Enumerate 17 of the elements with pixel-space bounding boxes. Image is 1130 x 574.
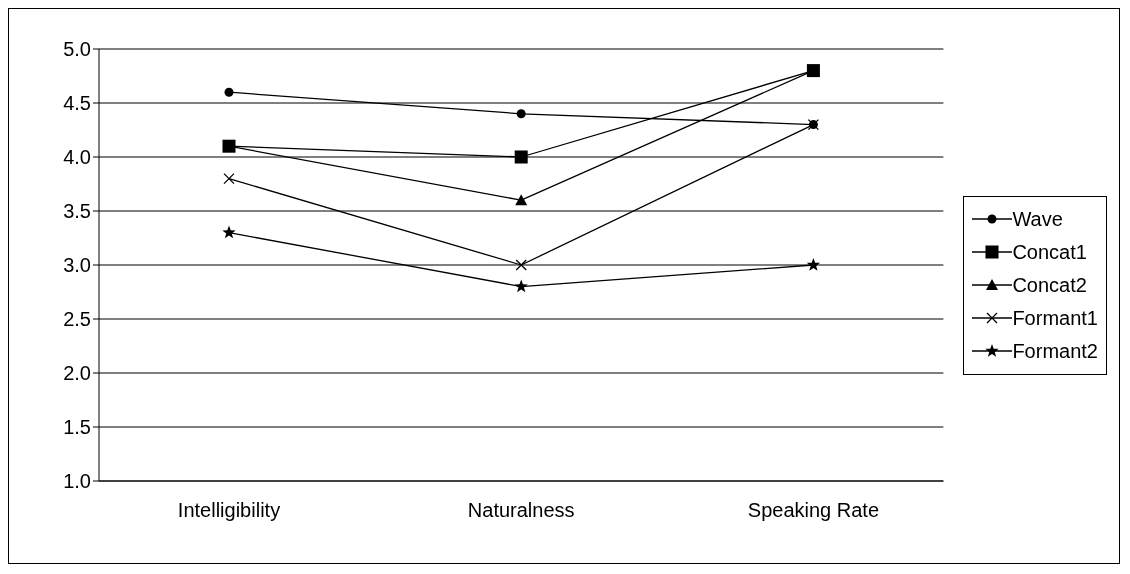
legend-label: Concat2 bbox=[1012, 273, 1087, 297]
y-tick-label: 4.5 bbox=[63, 92, 91, 115]
y-tick-label: 1.5 bbox=[63, 416, 91, 439]
y-tick-label: 2.5 bbox=[63, 308, 91, 331]
legend-label: Formant1 bbox=[1012, 306, 1098, 330]
y-tick-label: 1.0 bbox=[63, 470, 91, 493]
x-tick-label: Naturalness bbox=[467, 499, 575, 522]
legend-label: Formant2 bbox=[1012, 339, 1098, 363]
y-tick-label: 5.0 bbox=[63, 38, 91, 61]
y-tick-label: 4.0 bbox=[63, 146, 91, 169]
y-tick-label: 3.0 bbox=[63, 254, 91, 277]
legend-label: Concat1 bbox=[1012, 240, 1087, 264]
x-tick-label: Intelligibility bbox=[177, 499, 281, 522]
y-tick-label: 3.5 bbox=[63, 200, 91, 223]
y-tick-label: 2.0 bbox=[63, 362, 91, 385]
x-tick-label: Speaking Rate bbox=[747, 499, 880, 522]
legend-label: Wave bbox=[1012, 207, 1063, 231]
